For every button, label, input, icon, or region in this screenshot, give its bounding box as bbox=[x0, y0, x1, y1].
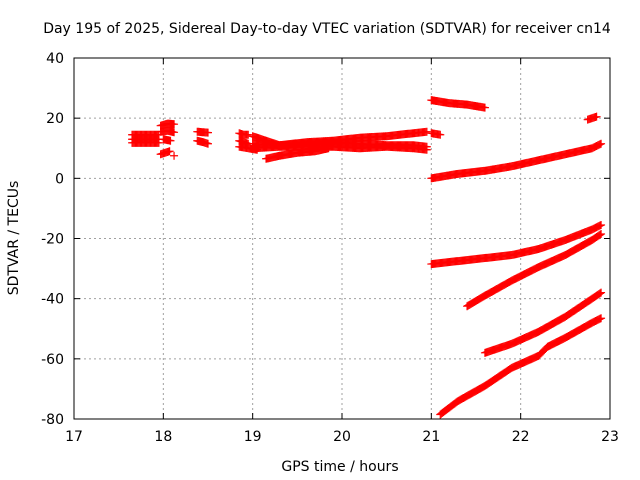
data-series bbox=[427, 129, 445, 139]
data-point bbox=[165, 147, 174, 156]
data-series bbox=[480, 288, 606, 357]
data-series bbox=[583, 112, 601, 124]
data-point bbox=[597, 229, 606, 238]
data-point bbox=[597, 139, 606, 148]
y-tick-label: -60 bbox=[41, 352, 64, 368]
data-series bbox=[156, 147, 174, 159]
data-series bbox=[427, 139, 606, 183]
data-series bbox=[159, 135, 175, 145]
data-series bbox=[156, 119, 179, 130]
data-points bbox=[128, 96, 606, 419]
y-tick-label: -20 bbox=[41, 232, 64, 248]
data-series bbox=[193, 136, 212, 148]
data-series bbox=[427, 220, 606, 269]
x-tick-label: 19 bbox=[244, 429, 262, 445]
y-tick-label: -80 bbox=[41, 412, 64, 428]
data-series bbox=[156, 126, 179, 137]
data-point bbox=[595, 230, 604, 239]
data-series bbox=[128, 138, 163, 147]
data-point bbox=[422, 145, 431, 154]
data-point bbox=[422, 127, 431, 136]
chart-title: Day 195 of 2025, Sidereal Day-to-day VTE… bbox=[43, 21, 611, 37]
data-series bbox=[427, 96, 489, 112]
y-tick-label: 20 bbox=[46, 111, 64, 127]
data-point bbox=[170, 151, 179, 160]
data-point bbox=[597, 220, 606, 229]
data-point bbox=[204, 139, 212, 148]
x-tick-label: 21 bbox=[422, 429, 440, 445]
data-point bbox=[592, 112, 601, 121]
data-series bbox=[463, 229, 606, 311]
y-axis-label: SDTVAR / TECUs bbox=[6, 181, 22, 296]
y-tick-label: 40 bbox=[46, 51, 64, 67]
x-axis-label: GPS time / hours bbox=[281, 459, 398, 475]
data-point bbox=[436, 130, 445, 139]
data-point bbox=[597, 288, 606, 297]
data-point bbox=[204, 128, 212, 137]
x-tick-label: 20 bbox=[333, 429, 351, 445]
data-series bbox=[235, 129, 253, 139]
x-tick-label: 23 bbox=[601, 429, 619, 445]
data-point bbox=[597, 314, 606, 323]
data-series bbox=[248, 142, 431, 154]
x-tick-label: 18 bbox=[154, 429, 172, 445]
axis-ticks: 17 18 19 20 21 22 23 40 20 0 -20 -40 -60 -80 bbox=[41, 51, 619, 445]
data-series bbox=[436, 314, 606, 419]
x-tick-label: 17 bbox=[65, 429, 83, 445]
data-point bbox=[324, 144, 333, 153]
data-point bbox=[244, 130, 253, 139]
data-point bbox=[166, 136, 175, 145]
data-point bbox=[170, 128, 179, 137]
y-tick-label: 0 bbox=[55, 171, 64, 187]
grid bbox=[74, 58, 610, 419]
data-point bbox=[480, 103, 489, 112]
data-point bbox=[170, 120, 179, 129]
data-series bbox=[170, 151, 179, 160]
data-point bbox=[154, 138, 163, 147]
data-series bbox=[193, 127, 212, 137]
data-series bbox=[262, 144, 333, 163]
x-tick-label: 22 bbox=[512, 429, 530, 445]
data-point bbox=[595, 289, 604, 298]
y-tick-label: -40 bbox=[41, 292, 64, 308]
